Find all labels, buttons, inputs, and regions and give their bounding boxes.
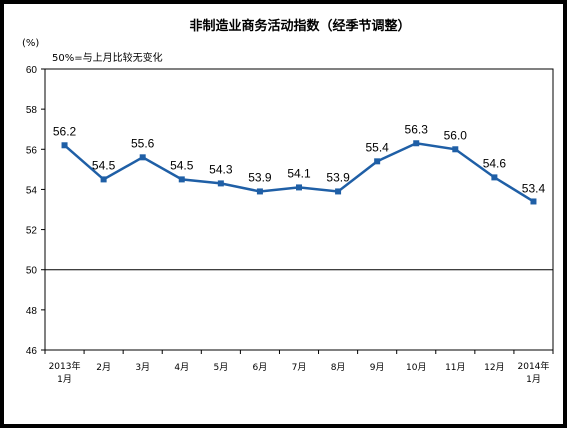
data-label: 56.3: [405, 122, 429, 136]
data-point: [178, 176, 185, 183]
data-label: 54.5: [92, 158, 116, 172]
x-tick-label: 3月: [135, 362, 150, 373]
y-tick-label: 58: [26, 105, 38, 116]
y-tick-label: 52: [26, 226, 38, 237]
y-tick-label: 56: [26, 145, 38, 156]
x-tick-label: 9月: [370, 362, 385, 373]
x-tick-label: 10月: [406, 362, 426, 373]
x-tick-label: 7月: [292, 362, 307, 373]
y-tick-label: 54: [26, 185, 38, 196]
data-point: [413, 140, 420, 147]
x-tick-label: 5月: [213, 362, 228, 373]
data-label: 53.9: [248, 170, 272, 184]
data-label: 53.9: [326, 170, 350, 184]
data-label: 55.6: [131, 136, 155, 150]
y-tick-label: 60: [26, 65, 38, 76]
data-label: 56.2: [53, 124, 77, 138]
chart-title: 非制造业商务活动指数（经季节调整）: [189, 18, 410, 34]
x-tick-label: 2014年: [518, 360, 550, 372]
data-point: [139, 154, 146, 161]
y-unit-label: (%): [22, 38, 39, 49]
x-tick-label: 11月: [445, 362, 465, 373]
data-point: [100, 176, 107, 183]
data-point: [256, 188, 263, 195]
data-label: 54.6: [483, 156, 507, 170]
data-label: 54.1: [287, 166, 311, 180]
data-point: [61, 142, 68, 149]
data-label: 54.3: [209, 162, 233, 176]
x-tick-label: 1月: [526, 374, 541, 385]
data-label: 55.4: [365, 140, 389, 154]
data-point: [452, 146, 459, 153]
baseline-note: 50%=与上月比较无变化: [52, 51, 163, 64]
data-point: [374, 158, 381, 165]
plot-area: [44, 68, 554, 351]
x-tick-label: 2013年: [49, 360, 81, 372]
data-point: [217, 180, 224, 187]
x-tick-label: 6月: [253, 362, 268, 373]
data-point: [530, 198, 537, 205]
data-label: 53.4: [522, 181, 546, 195]
y-tick-label: 46: [26, 346, 38, 357]
x-tick-label: 12月: [484, 362, 504, 373]
data-point: [335, 188, 342, 195]
data-label: 54.5: [170, 158, 194, 172]
x-tick-label: 1月: [57, 374, 72, 385]
data-label: 56.0: [444, 128, 468, 142]
y-tick-label: 50: [26, 266, 38, 277]
x-tick-label: 8月: [331, 362, 346, 373]
x-tick-label: 2月: [96, 362, 111, 373]
y-tick-label: 48: [26, 306, 38, 317]
data-point: [296, 184, 302, 191]
x-tick-label: 4月: [174, 362, 189, 373]
data-point: [491, 174, 498, 181]
